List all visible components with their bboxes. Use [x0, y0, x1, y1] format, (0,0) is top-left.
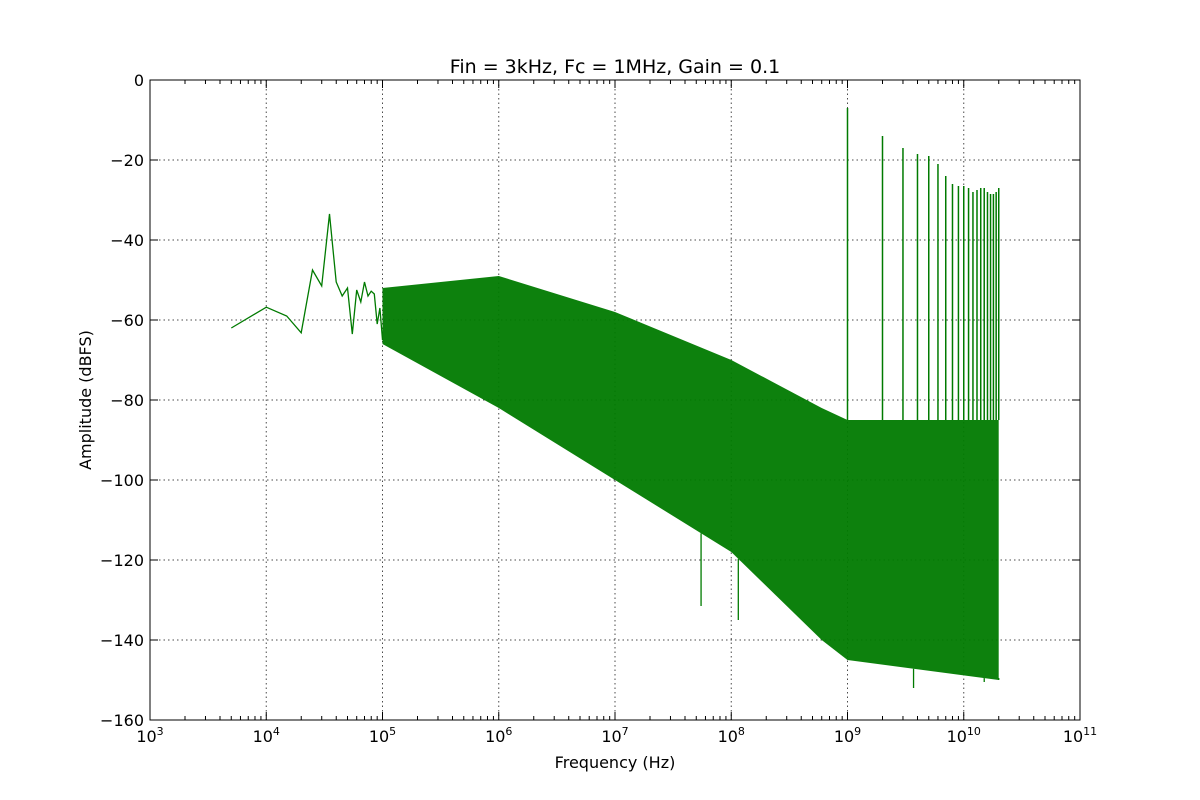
y-tick-labels: 0 −20 −40 −60 −80 −100 −120 −140 −160	[100, 71, 144, 730]
noise-band	[382, 276, 999, 680]
spectrum-series	[230, 108, 1000, 688]
y-tick-label: −60	[110, 311, 144, 330]
chart-title: Fin = 3kHz, Fc = 1MHz, Gain = 0.1	[450, 56, 780, 78]
y-tick-label: −140	[100, 631, 144, 650]
x-tick-label: 109	[834, 725, 861, 746]
y-tick-label: −80	[110, 391, 144, 410]
x-axis-label: Frequency (Hz)	[555, 753, 676, 772]
x-tick-label: 104	[253, 725, 280, 746]
x-tick-label: 1010	[947, 725, 981, 746]
y-axis-label: Amplitude (dBFS)	[76, 330, 95, 470]
axis-ticks	[149, 79, 1081, 721]
low-frequency-line	[230, 213, 384, 341]
x-tick-label: 108	[718, 725, 745, 746]
noise-band-area	[382, 276, 999, 680]
y-tick-label: −160	[100, 711, 144, 730]
x-tick-label: 103	[136, 725, 163, 746]
y-tick-label: −120	[100, 551, 144, 570]
y-tick-label: −100	[100, 471, 144, 490]
x-tick-labels: 103 104 105 106 107 108 109 1010 1011	[136, 725, 1097, 746]
y-tick-label: −20	[110, 151, 144, 170]
y-tick-label: 0	[134, 71, 144, 90]
x-tick-label: 107	[601, 725, 628, 746]
y-tick-label: −40	[110, 231, 144, 250]
x-tick-label: 105	[369, 725, 396, 746]
x-tick-label: 1011	[1063, 725, 1097, 746]
x-tick-label: 106	[485, 725, 512, 746]
